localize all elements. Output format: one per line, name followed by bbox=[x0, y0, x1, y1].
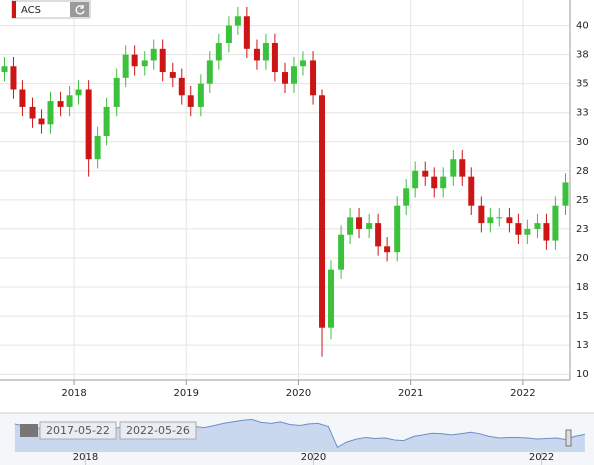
candle-body bbox=[562, 182, 569, 206]
candle-body bbox=[403, 188, 410, 206]
candle-body bbox=[131, 54, 138, 67]
candle-body bbox=[187, 95, 194, 107]
candle-body bbox=[10, 66, 17, 90]
candle-body bbox=[534, 223, 541, 229]
candle-body bbox=[169, 72, 176, 78]
y-tick-label: 10 bbox=[576, 369, 589, 380]
y-tick-label: 20 bbox=[576, 253, 589, 264]
candle-body bbox=[234, 16, 241, 26]
candle-body bbox=[375, 223, 382, 247]
candle-body bbox=[468, 176, 475, 206]
candle-body bbox=[412, 170, 419, 189]
candle-body bbox=[338, 234, 345, 270]
navigator-label: 2020 bbox=[301, 452, 326, 463]
navigator-label: 2022 bbox=[529, 452, 554, 463]
candle-body bbox=[159, 48, 166, 73]
candle-body bbox=[496, 217, 503, 219]
date-text: 2022-05-26 bbox=[126, 424, 190, 437]
symbol-box[interactable]: ACS bbox=[11, 0, 91, 19]
candle-body bbox=[206, 60, 213, 84]
candle-body bbox=[197, 83, 204, 107]
candle-body bbox=[459, 159, 466, 177]
y-tick-label: 23 bbox=[576, 224, 589, 235]
candle-body bbox=[29, 106, 36, 119]
candle-body bbox=[271, 42, 278, 73]
candle-body bbox=[141, 60, 148, 67]
candle-body bbox=[282, 72, 288, 84]
candle-body bbox=[122, 54, 129, 78]
range-handle-right[interactable] bbox=[565, 429, 572, 447]
candle-body bbox=[215, 42, 222, 61]
range-handle-left[interactable] bbox=[20, 424, 38, 437]
candle-body bbox=[150, 48, 157, 61]
candle-body bbox=[1, 66, 8, 73]
y-tick-label: 30 bbox=[576, 137, 589, 148]
x-tick-label: 2021 bbox=[398, 388, 423, 399]
candle-body bbox=[422, 170, 429, 177]
candle-body bbox=[262, 42, 269, 61]
y-tick-label: 33 bbox=[576, 108, 589, 119]
date-input[interactable] bbox=[119, 421, 197, 440]
y-tick-label: 28 bbox=[576, 166, 589, 177]
candle-body bbox=[394, 205, 401, 253]
candle-body bbox=[253, 48, 260, 61]
candle-body bbox=[384, 246, 391, 253]
candle-body bbox=[47, 101, 54, 125]
candle-body bbox=[450, 159, 457, 177]
candle-body bbox=[75, 89, 82, 96]
y-tick-label: 18 bbox=[576, 282, 589, 293]
candle-body bbox=[515, 223, 522, 235]
candle-body bbox=[57, 101, 64, 107]
x-tick-label: 2019 bbox=[174, 388, 199, 399]
candle-body bbox=[506, 217, 513, 224]
candle-body bbox=[225, 25, 232, 43]
refresh-button[interactable] bbox=[70, 2, 89, 17]
candle-body bbox=[103, 106, 110, 136]
candle-body bbox=[38, 118, 45, 125]
navigator-label: 2018 bbox=[73, 452, 98, 463]
candle-body bbox=[85, 89, 92, 160]
candle-body bbox=[431, 176, 438, 189]
candle-body bbox=[543, 223, 550, 241]
candle-body bbox=[347, 217, 354, 235]
candle-body bbox=[440, 176, 447, 189]
candle-body bbox=[310, 60, 317, 96]
symbol-text: ACS bbox=[21, 5, 41, 16]
candle-body bbox=[243, 16, 250, 49]
candle-body bbox=[366, 223, 373, 229]
candle-body bbox=[178, 77, 185, 96]
x-tick-label: 2022 bbox=[510, 388, 535, 399]
candle-body bbox=[94, 135, 101, 160]
candle-body bbox=[290, 66, 297, 84]
candle-body bbox=[524, 228, 531, 235]
y-tick-label: 15 bbox=[576, 311, 589, 322]
symbol-marker bbox=[12, 1, 16, 18]
x-tick-label: 2020 bbox=[286, 388, 311, 399]
y-tick-label: 25 bbox=[576, 195, 589, 206]
date-input[interactable] bbox=[39, 421, 117, 440]
candle-body bbox=[356, 217, 363, 229]
candle-body bbox=[299, 60, 306, 67]
candle-body bbox=[552, 205, 559, 241]
y-tick-label: 13 bbox=[576, 340, 589, 351]
y-tick-label: 40 bbox=[576, 21, 589, 32]
refresh-icon bbox=[75, 5, 85, 15]
candle-body bbox=[66, 95, 73, 107]
y-tick-label: 35 bbox=[576, 79, 589, 90]
candle-body bbox=[113, 77, 120, 107]
candle-body bbox=[478, 205, 485, 224]
y-tick-label: 38 bbox=[576, 50, 589, 61]
date-text: 2017-05-22 bbox=[46, 424, 110, 437]
candle-body bbox=[319, 95, 326, 328]
x-tick-label: 2018 bbox=[61, 388, 86, 399]
candle-body bbox=[487, 217, 494, 224]
candle-body bbox=[19, 89, 26, 107]
candle-body bbox=[328, 269, 335, 328]
